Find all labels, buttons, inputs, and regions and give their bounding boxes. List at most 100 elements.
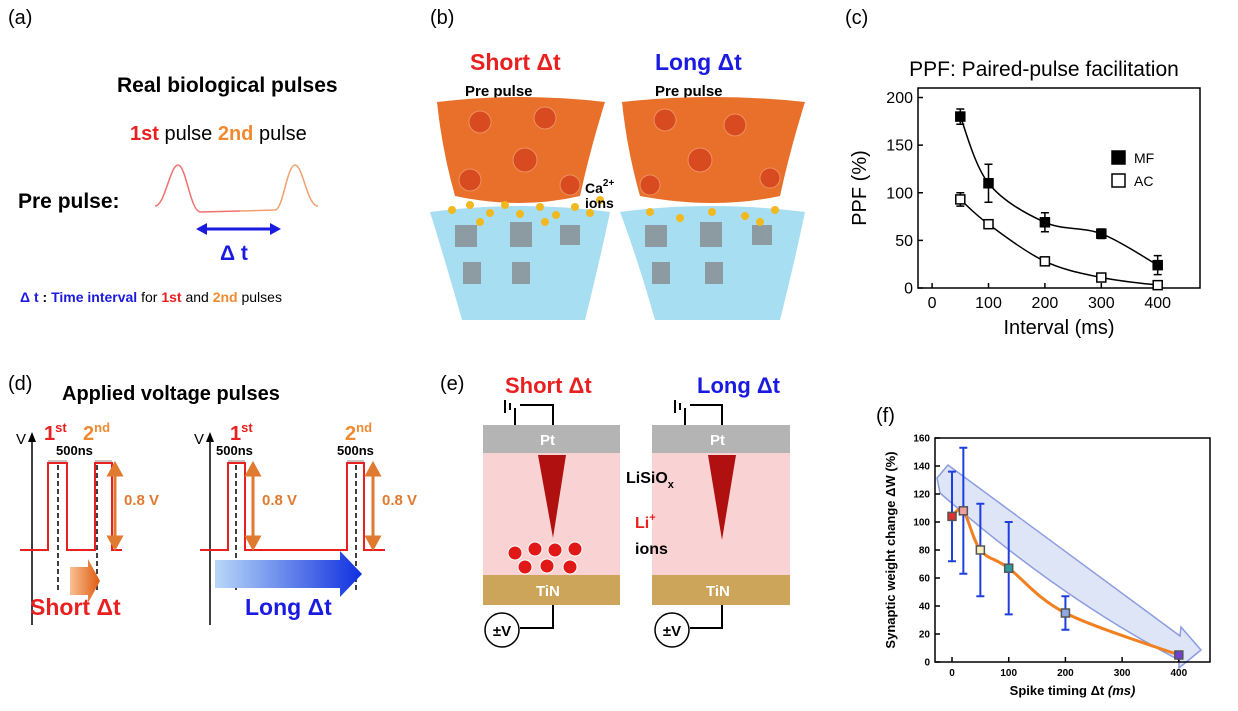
device: [685, 405, 722, 425]
y-tick-label: 120: [913, 490, 930, 501]
synapse: [645, 225, 667, 247]
panel-label: (d): [8, 373, 32, 395]
synapse: [476, 218, 484, 226]
x-tick-label: 200: [1032, 295, 1059, 312]
label: LiSiOx: [626, 470, 675, 491]
label: Long Δt: [655, 49, 742, 75]
panel-e: (e) Short Δt Long Δt Pt Pt LiSiOx Li+ io…: [440, 373, 790, 647]
note: 1st: [161, 289, 182, 305]
y-tick-label: 160: [913, 434, 930, 445]
data-point: [1005, 564, 1013, 572]
synapse: [700, 222, 722, 247]
waveform: [155, 165, 240, 212]
synapse: [646, 208, 654, 216]
label: V: [194, 431, 204, 448]
synapse: [640, 175, 660, 195]
figure: (a) Real biological pulses 1st pulse 2nd…: [0, 0, 1238, 711]
device: [520, 605, 553, 628]
y-tick-label: 100: [886, 185, 913, 202]
legend-label: AC: [1134, 173, 1153, 189]
interval-arrow: [215, 551, 362, 597]
height-arrows: [367, 464, 379, 475]
synapse: [705, 262, 723, 284]
x-axis-label-text: Interval (ms): [1003, 317, 1114, 339]
label: ±V: [663, 623, 681, 640]
y-axis-label: PPF (%): [849, 150, 871, 226]
synapse: [756, 218, 764, 226]
waveform: [240, 165, 318, 211]
y-tick-label: 0: [904, 281, 913, 298]
chart-title: PPF: Paired-pulse facilitation: [909, 58, 1179, 81]
label: Short Δt: [505, 373, 592, 398]
label: nd: [94, 420, 110, 435]
x-axis-label: Interval (ms): [1003, 317, 1114, 339]
synapse: [512, 262, 530, 284]
label: Short Δt: [30, 594, 121, 620]
y-tick-label: 150: [886, 138, 913, 155]
label: Long Δt: [697, 373, 781, 398]
x-tick-label: 0: [928, 295, 937, 312]
synapse: [571, 203, 579, 211]
device: [508, 546, 522, 560]
data-point: [1097, 229, 1106, 238]
y-tick-label: 50: [895, 233, 913, 250]
label: TiN: [706, 583, 730, 600]
label: 1st: [44, 420, 67, 445]
fit-line: [960, 199, 1157, 285]
height-arrows: [247, 464, 259, 475]
device: [528, 542, 542, 556]
x-tick-label: 200: [1057, 668, 1074, 679]
synapse: [560, 175, 580, 195]
label: Long Δt: [245, 594, 332, 620]
data-point: [948, 512, 956, 520]
label: 1: [44, 423, 55, 445]
data-point: [1061, 609, 1069, 617]
device: [518, 560, 532, 574]
synapse: [466, 201, 474, 209]
label: 2+: [603, 178, 615, 189]
x-tick-label: 400: [1170, 668, 1187, 679]
synapse: [516, 210, 524, 218]
label: st: [55, 420, 67, 435]
note: pulses: [238, 289, 282, 305]
data-point: [1040, 257, 1049, 266]
label: TiN: [536, 583, 560, 600]
synapse: [486, 209, 494, 217]
synapse: [463, 262, 481, 284]
label: Ca: [585, 180, 603, 196]
panel-label: (b): [430, 7, 454, 29]
fit-line: [960, 117, 1157, 266]
label: ions: [585, 195, 614, 211]
synapse: [513, 148, 537, 172]
label: 2nd: [345, 420, 372, 445]
body: (a) Real biological pulses 1st pulse 2nd…: [0, 0, 1238, 711]
trend-band: [937, 465, 1201, 668]
label: nd: [356, 420, 372, 435]
label: 0.8 V: [382, 492, 417, 509]
data-point: [1153, 261, 1162, 270]
label: LiSiO: [626, 470, 668, 487]
data-point: [984, 220, 993, 229]
label: 2nd: [83, 420, 110, 445]
label: x: [668, 479, 675, 491]
label: 500ns: [56, 443, 93, 458]
synapse: [676, 214, 684, 222]
synapse: [541, 218, 549, 226]
y-axis-label: Synaptic weight change ΔW (%): [883, 451, 898, 648]
label: 2nd: [218, 123, 254, 145]
synapse: [724, 114, 746, 136]
synapse: [430, 97, 805, 320]
panel-label: (c): [845, 7, 868, 29]
label: 2: [345, 423, 356, 445]
y-tick-label: 40: [919, 602, 931, 613]
data-point: [959, 507, 967, 515]
pulse-train: [20, 463, 122, 550]
interval-arrow: [196, 223, 207, 235]
label: ions: [635, 541, 668, 558]
synapse: [455, 225, 477, 247]
legend-marker: [1112, 151, 1125, 164]
panel-d: (d) Applied voltage pulses V V 1st 2nd 5…: [8, 373, 417, 625]
note: for: [137, 289, 161, 305]
y-tick-label: 140: [913, 462, 930, 473]
synapse: [510, 222, 532, 247]
